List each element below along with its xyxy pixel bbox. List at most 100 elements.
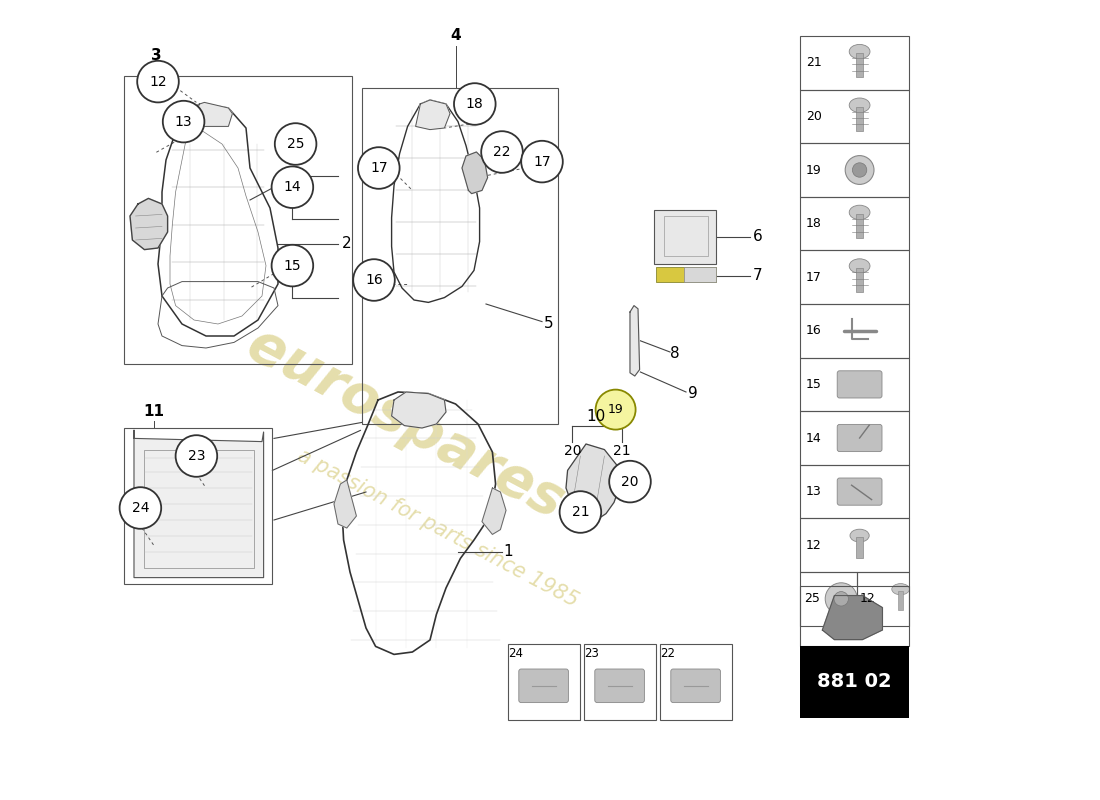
- Bar: [683, 267, 716, 282]
- Polygon shape: [566, 444, 620, 522]
- Polygon shape: [191, 102, 232, 126]
- Circle shape: [595, 390, 636, 430]
- Ellipse shape: [892, 584, 910, 595]
- Text: 8: 8: [670, 346, 680, 361]
- Bar: [800, 304, 910, 358]
- Text: 15: 15: [284, 258, 301, 273]
- Text: 11: 11: [143, 404, 165, 418]
- Text: 23: 23: [584, 647, 600, 660]
- FancyBboxPatch shape: [837, 371, 882, 398]
- Bar: [857, 267, 862, 292]
- Text: 7: 7: [752, 269, 762, 283]
- Bar: [800, 465, 910, 518]
- Text: 1: 1: [504, 545, 514, 559]
- FancyBboxPatch shape: [595, 669, 645, 702]
- Text: 6: 6: [752, 230, 762, 244]
- Text: 21: 21: [613, 444, 630, 458]
- Circle shape: [163, 101, 205, 142]
- Circle shape: [560, 491, 602, 533]
- Text: 881 02: 881 02: [817, 672, 892, 691]
- Text: 10: 10: [586, 409, 606, 424]
- Bar: [362, 88, 558, 424]
- Bar: [800, 358, 910, 411]
- Circle shape: [825, 582, 857, 615]
- Bar: [663, 216, 708, 256]
- Ellipse shape: [849, 258, 870, 274]
- Bar: [656, 267, 716, 282]
- Bar: [800, 411, 910, 465]
- Text: 21: 21: [806, 56, 822, 70]
- Bar: [857, 572, 910, 626]
- FancyBboxPatch shape: [837, 478, 882, 506]
- Text: 19: 19: [607, 403, 624, 416]
- Circle shape: [275, 123, 317, 165]
- Bar: [800, 250, 910, 304]
- FancyBboxPatch shape: [519, 669, 569, 702]
- Bar: [584, 644, 656, 720]
- Bar: [654, 210, 716, 264]
- Text: 14: 14: [284, 180, 301, 194]
- Ellipse shape: [850, 530, 869, 542]
- Circle shape: [481, 131, 522, 173]
- Text: 3: 3: [151, 49, 162, 63]
- FancyBboxPatch shape: [837, 425, 882, 452]
- Text: 12: 12: [150, 74, 167, 89]
- Text: 20: 20: [621, 474, 639, 489]
- Text: 24: 24: [508, 647, 524, 660]
- Circle shape: [834, 592, 848, 606]
- Text: 9: 9: [688, 386, 697, 401]
- Bar: [857, 53, 862, 78]
- Bar: [800, 572, 857, 626]
- Text: 25: 25: [287, 137, 305, 151]
- Text: 20: 20: [563, 444, 581, 458]
- Text: a passion for parts since 1985: a passion for parts since 1985: [294, 446, 582, 610]
- Bar: [660, 644, 732, 720]
- Text: 16: 16: [365, 273, 383, 287]
- Text: 18: 18: [466, 97, 484, 111]
- Circle shape: [120, 487, 162, 529]
- Ellipse shape: [849, 98, 870, 113]
- Text: eurospares: eurospares: [239, 318, 573, 530]
- Polygon shape: [416, 100, 450, 130]
- Polygon shape: [630, 306, 639, 376]
- Text: 17: 17: [806, 270, 822, 284]
- Bar: [800, 90, 910, 143]
- Text: 17: 17: [370, 161, 387, 175]
- Circle shape: [353, 259, 395, 301]
- Text: 22: 22: [660, 647, 675, 660]
- Bar: [800, 197, 910, 250]
- Text: 18: 18: [806, 217, 822, 230]
- Bar: [800, 646, 910, 718]
- Text: 22: 22: [493, 145, 510, 159]
- Bar: [857, 214, 862, 238]
- Text: 25: 25: [804, 592, 821, 606]
- Text: 17: 17: [534, 154, 551, 169]
- Bar: [124, 428, 273, 584]
- Bar: [124, 76, 352, 364]
- Text: 5: 5: [543, 317, 553, 331]
- Bar: [507, 644, 580, 720]
- Bar: [800, 586, 910, 646]
- Ellipse shape: [849, 205, 870, 219]
- Text: 13: 13: [806, 485, 822, 498]
- Circle shape: [272, 245, 313, 286]
- Text: 16: 16: [806, 324, 822, 338]
- Text: 2: 2: [342, 237, 352, 251]
- Circle shape: [845, 155, 875, 184]
- Text: 21: 21: [572, 505, 590, 519]
- Bar: [899, 590, 903, 610]
- Bar: [857, 107, 862, 131]
- Circle shape: [852, 162, 867, 178]
- Polygon shape: [334, 480, 356, 528]
- Circle shape: [272, 166, 313, 208]
- FancyBboxPatch shape: [671, 669, 720, 702]
- Text: 15: 15: [806, 378, 822, 391]
- Text: 12: 12: [860, 592, 876, 606]
- Bar: [857, 538, 862, 558]
- Text: 20: 20: [806, 110, 822, 123]
- Circle shape: [358, 147, 399, 189]
- Circle shape: [609, 461, 651, 502]
- Text: 19: 19: [806, 163, 822, 177]
- Polygon shape: [134, 430, 264, 578]
- Text: 4: 4: [450, 28, 461, 42]
